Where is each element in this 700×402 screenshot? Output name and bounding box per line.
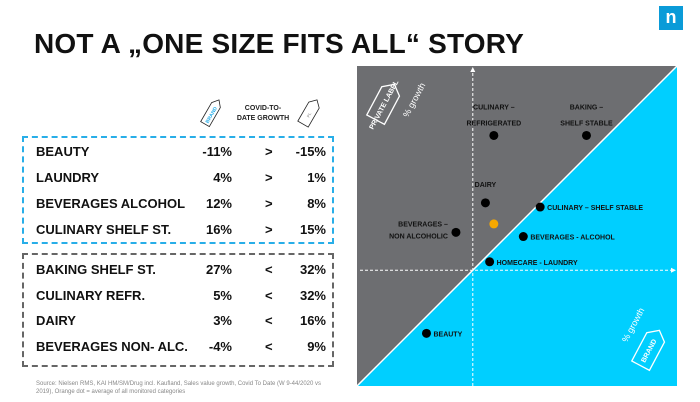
category-name: BEVERAGES ALCOHOL bbox=[36, 196, 186, 211]
category-name: BEVERAGES NON- ALC. bbox=[36, 338, 188, 354]
data-point bbox=[451, 227, 461, 237]
data-point bbox=[581, 130, 591, 140]
table-row: DAIRY 3% <16% bbox=[36, 313, 326, 333]
private-label-wins-group: BAKING SHELF ST. 27% <32% CULINARY REFR. 5% <… bbox=[22, 253, 334, 367]
private-label-growth: 9% bbox=[307, 338, 326, 354]
data-point bbox=[535, 202, 545, 212]
data-label: BEVERAGES - ALCOHOL bbox=[530, 235, 615, 242]
private-label-growth: 15% bbox=[299, 222, 326, 237]
data-label: BEVERAGES – bbox=[398, 221, 448, 228]
data-point bbox=[421, 328, 431, 338]
comparison-symbol: < bbox=[265, 262, 273, 277]
comparison-symbol: > bbox=[265, 222, 273, 237]
data-point bbox=[485, 257, 495, 267]
brand-growth: 16% bbox=[205, 222, 232, 237]
category-name: LAUNDRY bbox=[36, 170, 100, 185]
data-label: HOMECARE - LAUNDRY bbox=[497, 260, 578, 267]
brand-growth: 5% bbox=[213, 287, 232, 303]
table-row: BEAUTY -11% > -15% bbox=[36, 144, 326, 164]
average-point bbox=[489, 219, 499, 229]
private-label-growth: 16% bbox=[299, 313, 326, 328]
table-row: CULINARY SHELF ST. 16% >15% bbox=[36, 222, 326, 242]
category-name: CULINARY SHELF ST. bbox=[36, 222, 172, 237]
brand-wins-group: BEAUTY -11% > -15% LAUNDRY 4% >1% BEVERAGES ALC… bbox=[22, 136, 334, 244]
comparison-symbol: > bbox=[265, 196, 273, 211]
comparison-symbol: > bbox=[265, 170, 273, 185]
data-label: CULINARY – bbox=[473, 104, 515, 111]
table-row: CULINARY REFR. 5% <32% bbox=[36, 288, 326, 308]
nielsen-logo: n bbox=[659, 6, 683, 30]
comparison-symbol: < bbox=[265, 287, 273, 303]
brand-growth: -11% bbox=[202, 144, 232, 159]
brand-growth: 4% bbox=[213, 170, 232, 185]
private-label-growth: 32% bbox=[299, 262, 326, 277]
y-axis-arrow bbox=[470, 67, 476, 72]
page-title: NOT A „ONE SIZE FITS ALL“ STORY bbox=[34, 28, 524, 59]
data-label: NON ALCOHOLIC bbox=[389, 233, 448, 240]
private-label-tag-icon: PL bbox=[297, 99, 320, 128]
category-name: BEAUTY bbox=[36, 144, 90, 159]
source-note: Source: Nielsen RMS, KAI HM/SM/Drug incl… bbox=[36, 381, 322, 395]
data-point bbox=[489, 130, 499, 140]
data-label: DAIRY bbox=[475, 182, 497, 189]
data-label: SHELF STABLE bbox=[560, 120, 613, 127]
private-label-growth: 1% bbox=[307, 170, 326, 185]
diagonal-line bbox=[356, 65, 678, 387]
data-point bbox=[518, 232, 528, 242]
private-label-growth: 8% bbox=[307, 196, 326, 211]
private-label-growth: -15% bbox=[295, 144, 326, 159]
data-label: BEAUTY bbox=[433, 331, 462, 338]
table-row: BAKING SHELF ST. 27% <32% bbox=[36, 262, 326, 282]
category-name: DAIRY bbox=[36, 313, 76, 328]
table-row: LAUNDRY 4% >1% bbox=[36, 170, 326, 190]
data-point bbox=[480, 198, 490, 208]
brand-growth: -4% bbox=[208, 338, 232, 354]
brand-growth: 27% bbox=[205, 262, 232, 277]
comparison-symbol: > bbox=[265, 144, 273, 159]
private-label-growth: 32% bbox=[299, 287, 326, 303]
x-axis-arrow bbox=[671, 267, 676, 273]
data-label: BAKING – bbox=[570, 104, 604, 111]
svg-text:PL: PL bbox=[305, 111, 312, 118]
brand-growth: 3% bbox=[213, 313, 232, 328]
table-row: BEVERAGES NON- ALC. -4% <9% bbox=[36, 339, 326, 359]
category-name: BAKING SHELF ST. bbox=[36, 262, 156, 277]
comparison-symbol: < bbox=[265, 313, 273, 328]
table-header: COVID-TO-DATE GROWTH bbox=[236, 105, 290, 122]
category-name: CULINARY REFR. bbox=[36, 287, 146, 303]
data-label: CULINARY – SHELF STABLE bbox=[547, 205, 643, 212]
table-row: BEVERAGES ALCOHOL 12% >8% bbox=[36, 196, 326, 216]
data-label: REFRIGERATED bbox=[466, 120, 521, 127]
comparison-symbol: < bbox=[265, 338, 273, 354]
brand-growth: 12% bbox=[205, 196, 232, 211]
